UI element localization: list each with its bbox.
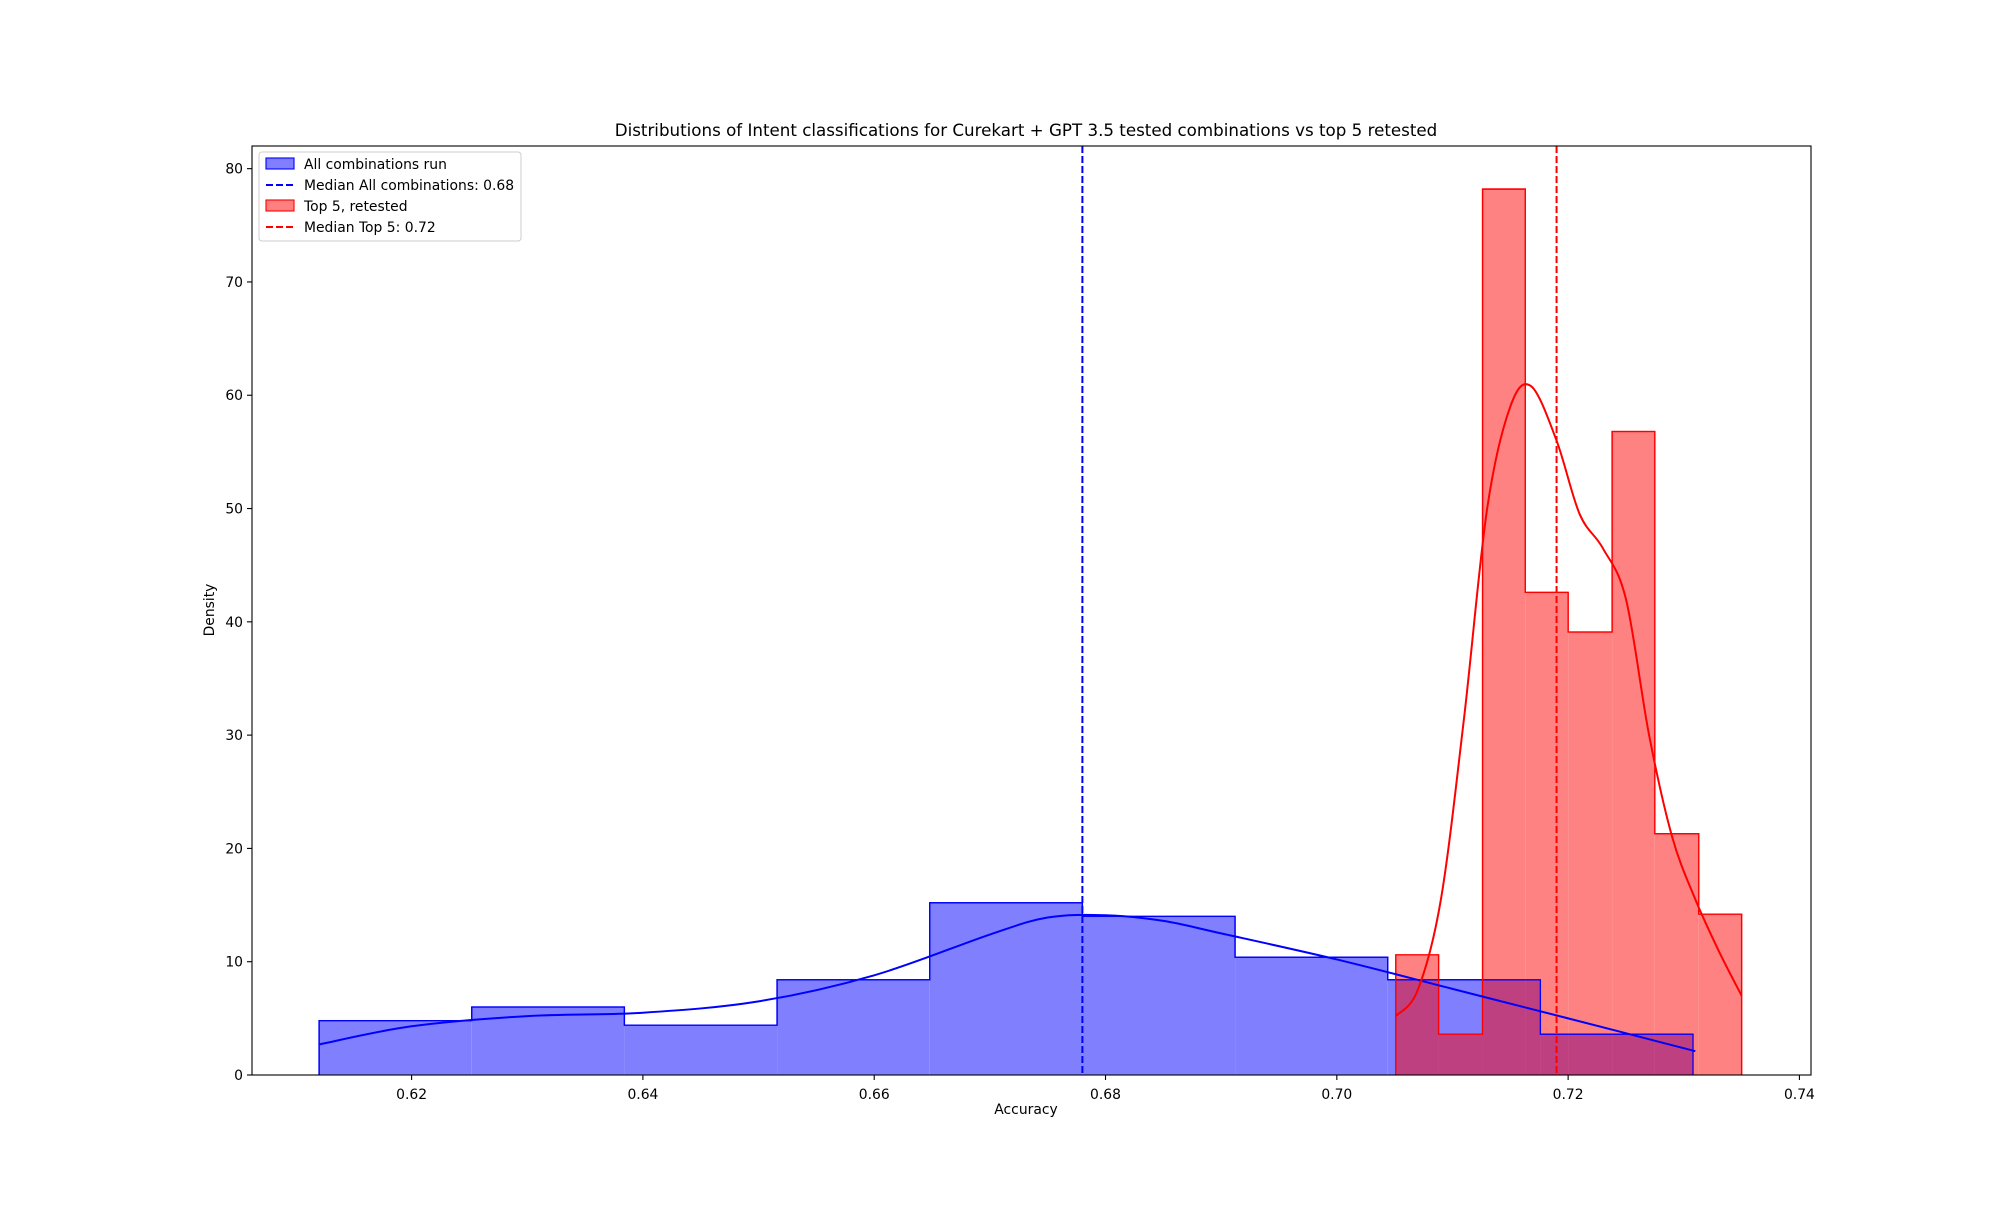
legend-box	[258, 151, 522, 242]
y-tick-label: 20	[225, 841, 243, 857]
blue-bar	[777, 979, 930, 1075]
overlap-bar	[1612, 1034, 1655, 1075]
overlap-bar	[1482, 979, 1526, 1075]
x-tick-label: 0.66	[859, 1087, 890, 1103]
y-tick-label: 10	[225, 955, 243, 971]
x-tick-label: 0.68	[1090, 1087, 1121, 1103]
red-bar	[1568, 632, 1613, 1075]
overlap-bar	[1654, 1034, 1694, 1075]
y-tick-label: 40	[225, 615, 243, 631]
plot-area: 0.62 0.64 0.66 0.68 0.70 0.72 0.74 0 10 20 30 40 50 6…	[225, 145, 1815, 1103]
overlap-bar	[1395, 979, 1439, 1075]
y-tick-label: 80	[225, 162, 243, 178]
red-bar	[1698, 914, 1742, 1075]
legend-swatch	[265, 157, 295, 170]
overlap-region	[1395, 979, 1694, 1075]
axes-frame	[251, 145, 1812, 1076]
x-tick-label: 0.64	[627, 1087, 658, 1103]
y-tick-label: 50	[225, 502, 243, 518]
y-tick-label: 60	[225, 388, 243, 404]
blue-bar	[929, 902, 1083, 1075]
red-bar	[1612, 431, 1655, 1075]
legend-label: All combinations run	[304, 157, 447, 173]
y-tick-label: 0	[234, 1068, 243, 1084]
overlap-bar	[1568, 1034, 1613, 1075]
overlap-bar	[1540, 1034, 1569, 1075]
x-axis-label: Accuracy	[994, 1102, 1057, 1118]
y-axis-label: Density	[202, 584, 218, 637]
red-bar	[1482, 189, 1526, 1076]
blue-histogram-edge	[318, 902, 1694, 1075]
y-tick-label: 30	[225, 728, 243, 744]
x-tick-label: 0.62	[396, 1087, 427, 1103]
legend-label: Median All combinations: 0.68	[304, 178, 514, 194]
blue-bar	[624, 1025, 778, 1075]
x-tick-label: 0.74	[1784, 1087, 1815, 1103]
blue-bar	[1235, 957, 1388, 1075]
legend-label: Top 5, retested	[303, 199, 408, 215]
chart-title: Distributions of Intent classifications …	[615, 120, 1438, 140]
blue-bar	[1082, 916, 1236, 1075]
overlap-bar	[1525, 979, 1541, 1075]
y-tick-label: 70	[225, 275, 243, 291]
overlap-bar	[1438, 1034, 1483, 1075]
legend-label: Median Top 5: 0.72	[304, 220, 436, 236]
legend-swatch	[265, 199, 295, 212]
blue-kde-curve	[318, 913, 1696, 1053]
x-tick-label: 0.70	[1321, 1087, 1352, 1103]
red-histogram-edge	[1395, 188, 1743, 1075]
legend: All combinations run Median All combinati…	[258, 151, 522, 242]
x-tick-label: 0.72	[1553, 1087, 1584, 1103]
